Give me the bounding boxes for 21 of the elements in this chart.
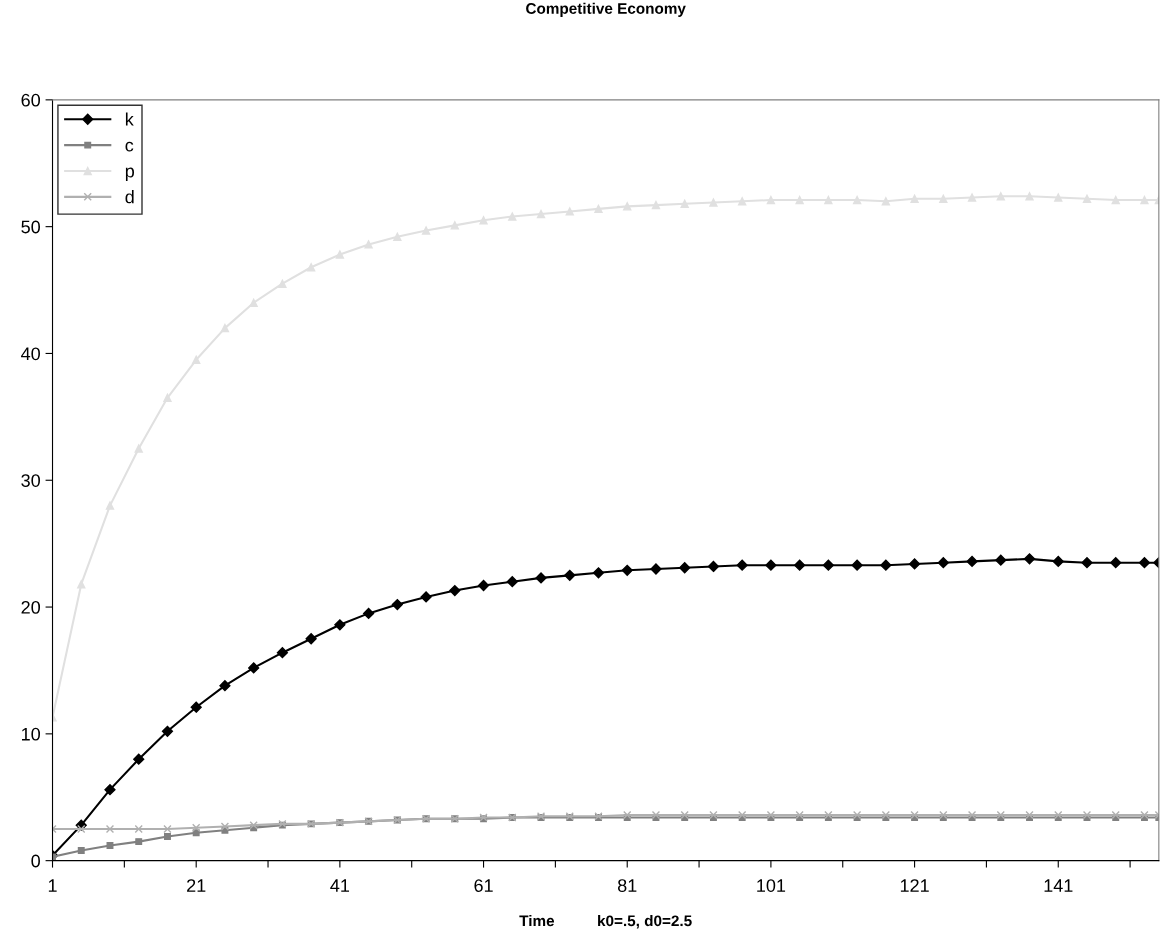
- y-tick-label: 10: [22, 727, 41, 741]
- x-tick-label: 101: [757, 879, 786, 892]
- x-tick-label: 41: [330, 879, 350, 892]
- y-tick-label: 60: [21, 93, 41, 107]
- x-tick-label: 61: [474, 879, 493, 892]
- y-tick-label: 50: [21, 220, 41, 234]
- y-tick-label: 20: [21, 600, 41, 614]
- x-tick-label: 141: [1044, 879, 1073, 892]
- legend-label: k: [125, 112, 134, 126]
- legend-label: p: [125, 167, 135, 182]
- y-tick-label: 0: [31, 854, 40, 868]
- chart-title: Competitive Economy: [526, 2, 686, 17]
- x-tick-label: 81: [617, 879, 637, 892]
- x-tick-label: 21: [187, 879, 206, 892]
- legend-label: c: [125, 141, 134, 152]
- y-tick-label: 40: [21, 347, 41, 361]
- legend-label: d: [125, 190, 134, 204]
- x-tick-label: 121: [900, 879, 929, 892]
- y-tick-label: 30: [21, 474, 41, 487]
- x-axis-title: Time k0=.5, d0=2.5: [519, 914, 692, 929]
- x-tick-label: 1: [48, 879, 57, 892]
